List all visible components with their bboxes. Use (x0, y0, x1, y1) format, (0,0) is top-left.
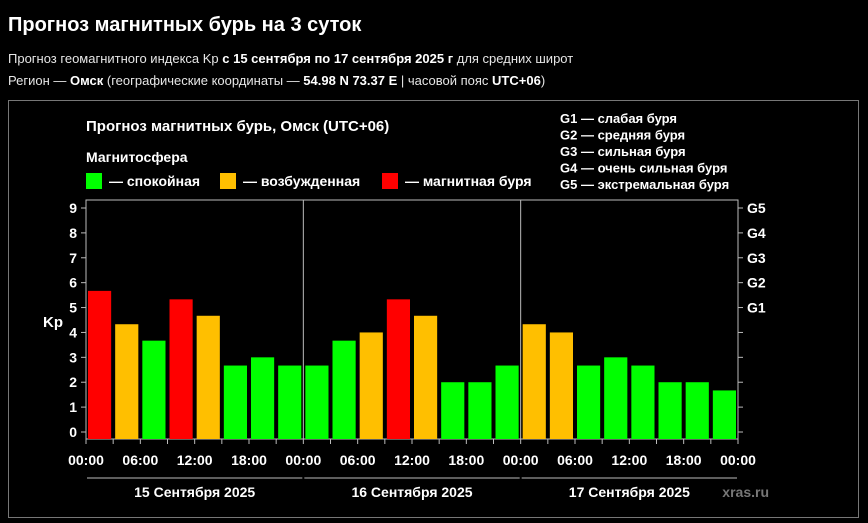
x-tick-label-3: 12:00 (177, 452, 213, 468)
region-city: Омск (69, 73, 104, 88)
kp-bar-2 (115, 324, 139, 439)
kp-bar-20 (604, 357, 628, 439)
scale-legend-2: G2 — средняя буря (560, 128, 685, 143)
scale-legend-1: G1 — слабая буря (560, 111, 677, 126)
kp-bar-10 (332, 340, 356, 439)
kp-bar-7 (251, 357, 275, 439)
subtitle-prefix: Прогноз геомагнитного индекса Kp (8, 51, 223, 66)
y-axis-label: Kp (43, 314, 63, 331)
kp-bar-13 (414, 315, 438, 439)
kp-bar-8 (278, 365, 302, 439)
x-tick-label-4: 18:00 (231, 452, 267, 468)
legend-label-3: — магнитная буря (405, 173, 532, 189)
kp-bar-15 (468, 382, 492, 439)
y-tick-label-2: 2 (69, 374, 77, 390)
region-timezone: UTC+06 (492, 73, 541, 88)
scale-legend-4: G4 — очень сильная буря (560, 161, 727, 176)
region-prefix: Регион — (8, 73, 70, 88)
kp-bar-17 (522, 324, 546, 439)
kp-bar-3 (142, 340, 166, 439)
right-tick-label-5: G5 (747, 200, 766, 216)
kp-bar-1 (88, 290, 112, 439)
kp-bar-4 (169, 299, 193, 439)
subtitle-range: с 15 сентября по 17 сентября 2025 г (222, 51, 454, 66)
kp-bar-16 (495, 365, 519, 439)
x-tick-label-2: 06:00 (122, 452, 158, 468)
y-tick-label-6: 6 (69, 275, 77, 291)
subtitle-suffix: для средних широт (453, 51, 574, 66)
coords-prefix: (географические координаты — (103, 73, 304, 88)
chart-title: Прогноз магнитных бурь, Омск (UTC+06) (86, 118, 389, 135)
kp-bar-24 (712, 390, 736, 439)
region-suffix: ) (540, 73, 546, 88)
kp-bar-9 (305, 365, 329, 439)
kp-bar-11 (359, 332, 383, 439)
y-tick-label-9: 9 (69, 200, 77, 216)
day-label-3: 17 Сентября 2025 (569, 484, 690, 500)
tz-prefix: | часовой пояс (397, 73, 493, 88)
chart-frame: Прогноз магнитных бурь, Омск (UTC+06) Маг… (8, 100, 859, 518)
x-tick-label-13: 00:00 (720, 452, 756, 468)
right-tick-label-3: G3 (747, 250, 766, 266)
kp-bar-14 (441, 382, 465, 439)
day-label-1: 15 Сентября 2025 (134, 484, 255, 500)
kp-bar-12 (386, 299, 410, 439)
kp-bar-23 (685, 382, 709, 439)
y-tick-label-3: 3 (69, 349, 77, 365)
legend-swatch-2 (220, 173, 236, 189)
kp-bar-18 (549, 332, 573, 439)
y-tick-label-8: 8 (69, 225, 77, 241)
day-label-2: 16 Сентября 2025 (351, 484, 472, 500)
y-tick-label-7: 7 (69, 250, 77, 266)
legend-label-1: — спокойная (109, 173, 200, 189)
y-tick-label-4: 4 (69, 324, 77, 340)
x-tick-label-9: 00:00 (503, 452, 539, 468)
region-coords: 54.98 N 73.37 E (303, 73, 398, 88)
x-tick-label-11: 12:00 (611, 452, 647, 468)
right-tick-label-4: G4 (747, 225, 766, 241)
x-tick-label-7: 12:00 (394, 452, 430, 468)
scale-legend-5: G5 — экстремальная буря (560, 177, 729, 192)
legend-label-2: — возбужденная (243, 173, 360, 189)
x-tick-label-1: 00:00 (68, 452, 104, 468)
region-line: Регион — Омск (географические координаты… (8, 73, 545, 88)
legend-title: Магнитосфера (86, 149, 188, 165)
kp-bar-22 (658, 382, 682, 439)
x-tick-label-5: 00:00 (285, 452, 321, 468)
y-tick-label-1: 1 (69, 399, 77, 415)
x-tick-label-8: 18:00 (448, 452, 484, 468)
x-tick-label-6: 06:00 (340, 452, 376, 468)
kp-bar-21 (631, 365, 655, 439)
right-tick-label-2: G2 (747, 275, 766, 291)
legend-swatch-1 (86, 173, 102, 189)
legend-swatch-3 (382, 173, 398, 189)
kp-bar-19 (577, 365, 601, 439)
kp-forecast-chart: Прогноз магнитных бурь, Омск (UTC+06) Маг… (43, 111, 769, 500)
y-tick-label-0: 0 (69, 424, 77, 440)
kp-bar-6 (223, 365, 247, 439)
page-title: Прогноз магнитных бурь на 3 суток (8, 14, 362, 36)
forecast-subtitle: Прогноз геомагнитного индекса Kp с 15 се… (8, 51, 573, 66)
y-tick-label-5: 5 (69, 300, 77, 316)
x-tick-label-12: 18:00 (666, 452, 702, 468)
right-tick-label-1: G1 (747, 300, 766, 316)
scale-legend-3: G3 — сильная буря (560, 144, 686, 159)
watermark: xras.ru (722, 484, 769, 500)
x-tick-label-10: 06:00 (557, 452, 593, 468)
kp-bar-5 (196, 315, 220, 439)
